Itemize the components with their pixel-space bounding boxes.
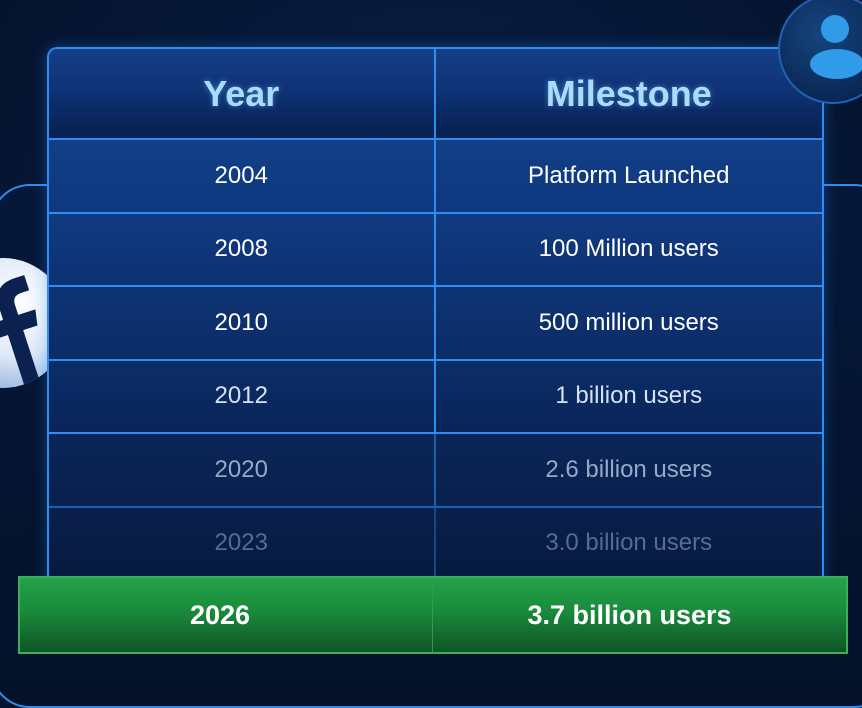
year-cell: 2010 bbox=[49, 287, 436, 359]
year-cell: 2020 bbox=[49, 434, 436, 506]
highlight-year-cell: 2026 bbox=[20, 578, 433, 652]
table-header-row: Year Milestone bbox=[49, 49, 822, 140]
highlight-milestone: 3.7 billion users bbox=[527, 599, 732, 630]
highlight-milestone-cell: 3.7 billion users bbox=[433, 578, 846, 652]
milestone-cell: 100 Million users bbox=[538, 235, 719, 263]
user-profile-icon bbox=[778, 0, 862, 104]
year-cell: 2008 bbox=[49, 213, 436, 285]
table-row: 2012 1 billion users bbox=[49, 360, 822, 434]
header-milestone: Milestone bbox=[545, 72, 712, 114]
year-cell: 2004 bbox=[49, 140, 436, 212]
year-cell: 2023 bbox=[49, 507, 436, 579]
table-row: 2008 100 Million users bbox=[49, 213, 822, 287]
table-row: 2004 Platform Launched bbox=[49, 140, 822, 214]
milestone-cell: Platform Launched bbox=[528, 161, 730, 189]
header-year: Year bbox=[49, 49, 436, 138]
milestone-cell: 1 billion users bbox=[555, 382, 703, 410]
table-row: 2020 2.6 billion users bbox=[49, 434, 822, 508]
milestone-cell: 2.6 billion users bbox=[545, 455, 713, 483]
table-row: 2010 500 million users bbox=[49, 287, 822, 361]
highlight-year: 2026 bbox=[189, 599, 251, 630]
highlight-row: 2026 3.7 billion users bbox=[18, 576, 848, 654]
table-row: 2023 3.0 billion users bbox=[49, 507, 822, 579]
milestone-cell: 3.0 billion users bbox=[545, 529, 713, 557]
milestones-table: Year Milestone 2004 Platform Launched 20… bbox=[47, 47, 824, 589]
milestone-cell: 500 million users bbox=[538, 308, 719, 336]
year-cell: 2012 bbox=[49, 360, 436, 432]
